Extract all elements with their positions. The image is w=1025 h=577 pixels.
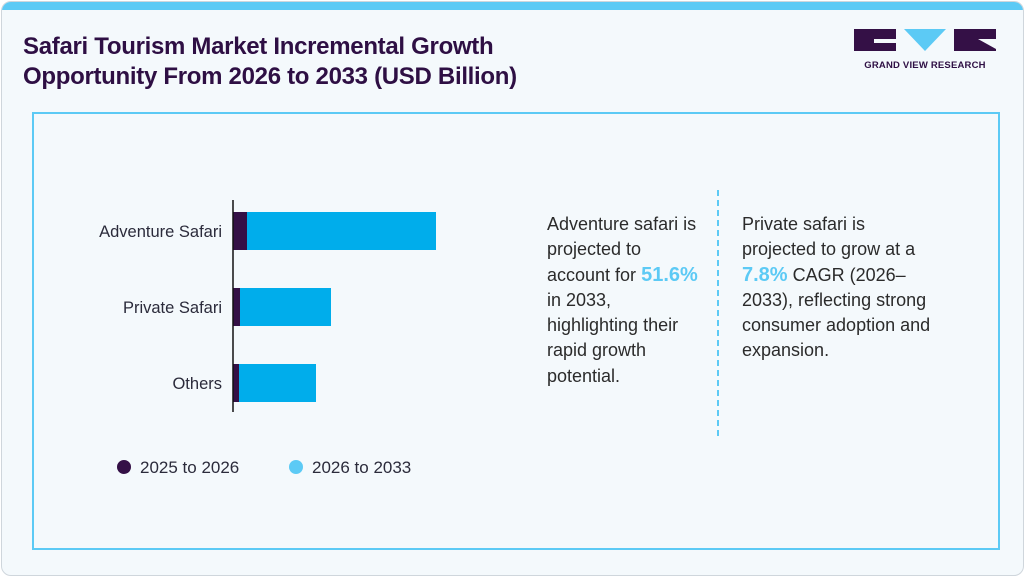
private-safari-note: Private safari is projected to grow at a… <box>742 212 932 364</box>
bar-2026-2033 <box>247 212 436 250</box>
logo-text: GRAND VIEW RESEARCH <box>864 60 986 71</box>
title-line-2: Opportunity From 2026 to 2033 (USD Billi… <box>23 63 517 90</box>
legend-label: 2025 to 2026 <box>140 458 239 477</box>
note-left-text: Adventure safari is projected to account… <box>547 214 697 285</box>
chart-panel <box>32 112 1000 550</box>
bar-2026-2033 <box>239 364 316 402</box>
bar-2025-2026 <box>233 364 239 402</box>
note-left-text-end: in 2033, highlighting their rapid growth… <box>547 289 679 386</box>
legend-marker <box>289 460 303 474</box>
title-line-1: Safari Tourism Market Incremental Growth <box>23 33 494 60</box>
bar-2026-2033 <box>240 288 331 326</box>
legend-label: 2026 to 2033 <box>312 458 411 477</box>
dashed-divider <box>717 190 719 436</box>
top-accent-bar <box>2 2 1023 10</box>
note-right-highlight: 7.8% <box>742 263 788 286</box>
note-right-text: Private safari is projected to grow at a <box>742 214 916 260</box>
bar-2025-2026 <box>233 212 247 250</box>
category-label: Others <box>172 375 222 393</box>
adventure-safari-note: Adventure safari is projected to account… <box>547 212 707 389</box>
bar-2025-2026 <box>233 288 240 326</box>
note-left-highlight: 51.6% <box>641 263 698 286</box>
grand-view-research-logo-icon <box>854 29 996 51</box>
category-label: Adventure Safari <box>99 223 222 241</box>
note-right-text-end: CAGR (2026–2033), reflecting strong cons… <box>742 264 931 361</box>
legend-marker <box>117 460 131 474</box>
page-title: Safari Tourism Market Incremental Growth… <box>23 32 517 92</box>
category-label: Private Safari <box>123 299 222 317</box>
